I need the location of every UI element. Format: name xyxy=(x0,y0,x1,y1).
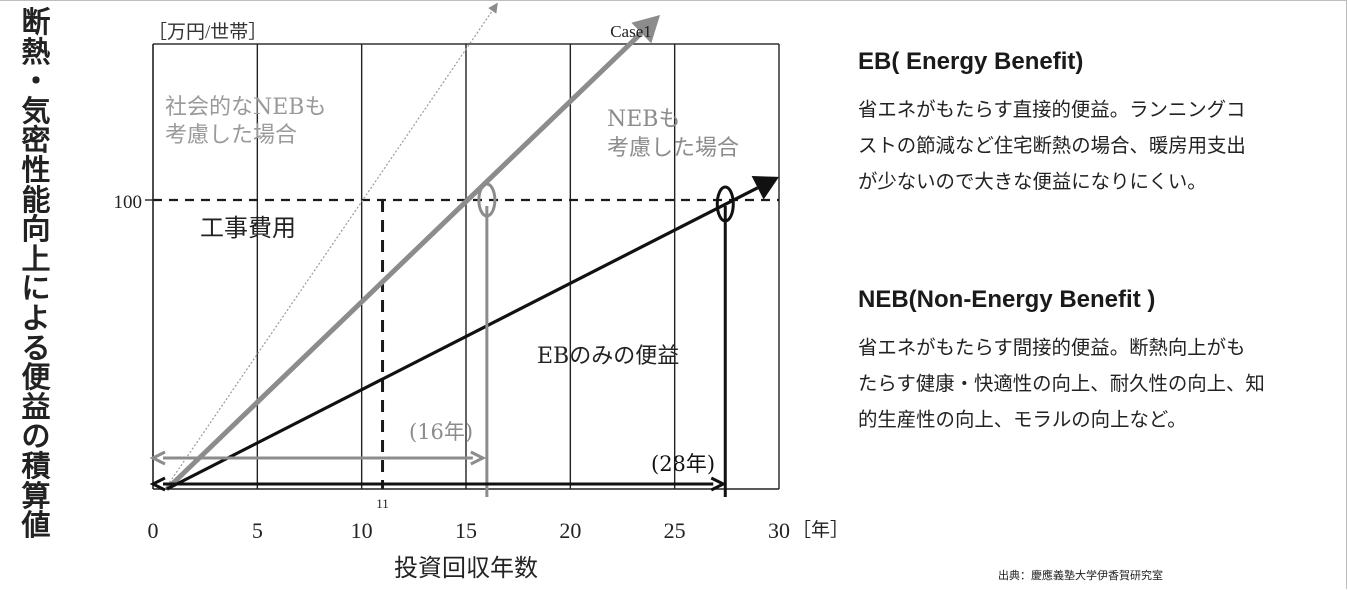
chart-marks xyxy=(149,2,779,497)
payback-eb-label: (28年) xyxy=(651,452,715,476)
cost-label: 工事費用 xyxy=(200,214,296,242)
y-title-char: 益 xyxy=(21,389,51,424)
y-title-char: ・ xyxy=(21,64,51,99)
series-neb-arrow xyxy=(165,31,644,491)
chart-grid xyxy=(145,43,780,490)
x-tick-label: 0 xyxy=(148,518,159,543)
y-tick-label: 100 xyxy=(114,192,143,213)
eb-line: ストの節減など住宅断熱の場合、暖房用支出 xyxy=(858,134,1246,157)
neb-label: 考慮した場合 xyxy=(607,136,739,161)
x-tick-label: 30 xyxy=(768,518,790,543)
x-tick-label-11: 11 xyxy=(376,496,389,511)
period-eb-arrow-head-left xyxy=(149,476,166,492)
period-neb-arrow-head-left xyxy=(149,450,166,466)
series-social-neb xyxy=(164,2,498,490)
y-axis-title: 断熱・気密性能向上による便益の積算値 xyxy=(16,5,56,543)
y-title-char: 上 xyxy=(21,241,51,276)
y-title-char: 断 xyxy=(21,5,51,39)
neb-line: 的生産性の向上、モラルの向上など。 xyxy=(858,408,1187,431)
eb-section: EB( Energy Benefit) 省エネがもたらす直接的便益。ランニングコ… xyxy=(858,48,1246,200)
neb-line: 省エネがもたらす間接的便益。断熱向上がも xyxy=(858,336,1246,359)
series-eb-arrow-head xyxy=(751,176,779,200)
eb-line: が少ないので大きな便益になりにくい。 xyxy=(858,170,1207,193)
chart-labels: ［万円/世帯］ Case1100工事費用社会的なNEBも考慮した場合NEBも考慮し… xyxy=(114,21,850,582)
y-title-char: よ xyxy=(21,300,51,335)
neb-description: 省エネがもたらす間接的便益。断熱向上がも たらす健康・快適性の向上、耐久性の向上… xyxy=(858,330,1265,438)
payback-chart: ［万円/世帯］ Case1100工事費用社会的なNEBも考慮した場合NEBも考慮し… xyxy=(114,2,850,582)
y-title-char: 向 xyxy=(21,212,51,247)
x-unit-label: ［年］ xyxy=(792,519,849,541)
neb-section: NEB(Non-Energy Benefit ) 省エネがもたらす間接的便益。断… xyxy=(858,286,1265,438)
x-tick-label: 5 xyxy=(252,518,263,543)
neb-heading: NEB(Non-Energy Benefit ) xyxy=(858,286,1156,313)
y-title-char: 能 xyxy=(21,182,51,217)
y-title-char: 算 xyxy=(21,478,51,513)
period-eb-arrow-head-right xyxy=(710,476,727,492)
y-title-char: 気 xyxy=(21,93,51,128)
case1-label: Case1 xyxy=(610,22,652,41)
eb-description: 省エネがもたらす直接的便益。ランニングコ ストの節減など住宅断熱の場合、暖房用支… xyxy=(858,92,1246,200)
series-eb-arrow xyxy=(166,186,759,491)
x-tick-label: 10 xyxy=(351,518,373,543)
eb-heading: EB( Energy Benefit) xyxy=(858,48,1084,75)
eb-line: 省エネがもたらす直接的便益。ランニングコ xyxy=(858,98,1246,121)
y-title-char: 値 xyxy=(21,508,51,543)
y-title-char: 積 xyxy=(21,448,51,483)
x-axis-title: 投資回収年数 xyxy=(394,554,538,582)
payback-neb-marker xyxy=(477,182,497,218)
y-title-char: 熱 xyxy=(21,34,51,69)
source-credit: 出典：慶應義塾大学伊香賀研究室 xyxy=(998,569,1163,582)
series-neb-arrow-head xyxy=(631,15,661,44)
y-title-char: 密 xyxy=(21,123,51,158)
y-title-char: る xyxy=(21,330,51,365)
social-neb-label: 考慮した場合 xyxy=(165,123,297,148)
social-neb-label: 社会的なNEBも xyxy=(165,95,326,120)
y-title-char: の xyxy=(21,419,51,454)
x-tick-label: 25 xyxy=(664,518,686,543)
x-tick-label: 20 xyxy=(559,518,581,543)
payback-eb-marker xyxy=(715,185,735,223)
period-neb-arrow-head-right xyxy=(470,450,487,466)
neb-label: NEBも xyxy=(607,107,680,132)
eb-only-label: EBのみの便益 xyxy=(537,344,679,369)
y-title-char: 便 xyxy=(21,360,51,395)
x-tick-label: 15 xyxy=(455,518,477,543)
payback-neb-label: (16年) xyxy=(409,420,473,444)
y-title-char: 性 xyxy=(21,152,51,187)
y-title-char: に xyxy=(21,271,51,306)
y-unit-label: ［万円/世帯］ xyxy=(148,21,267,43)
neb-line: たらす健康・快適性の向上、耐久性の向上、知 xyxy=(858,372,1265,395)
